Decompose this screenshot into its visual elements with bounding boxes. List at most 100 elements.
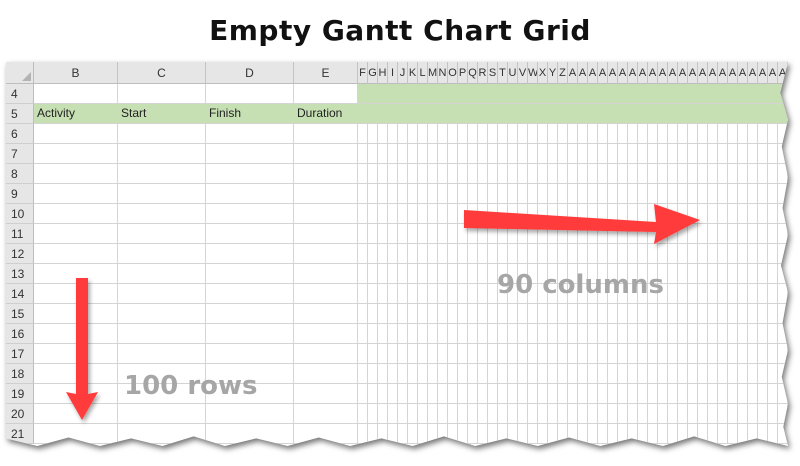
timeline-cell[interactable] (428, 284, 438, 304)
timeline-cell[interactable] (518, 404, 528, 424)
timeline-cell[interactable] (368, 104, 378, 124)
timeline-cell[interactable] (698, 244, 708, 264)
timeline-cell[interactable] (578, 164, 588, 184)
timeline-cell[interactable] (388, 204, 398, 224)
timeline-cell[interactable] (378, 284, 388, 304)
timeline-cell[interactable] (678, 384, 688, 404)
timeline-cell[interactable] (648, 324, 658, 344)
timeline-cell[interactable] (548, 124, 558, 144)
row-header[interactable]: 10 (6, 204, 34, 224)
timeline-cell[interactable] (728, 204, 738, 224)
timeline-cell[interactable] (498, 164, 508, 184)
grid-cell[interactable] (118, 324, 206, 344)
column-header-narrow[interactable]: A (718, 62, 728, 84)
timeline-cell[interactable] (718, 344, 728, 364)
timeline-cell[interactable] (478, 324, 488, 344)
timeline-cell[interactable] (748, 164, 758, 184)
timeline-cell[interactable] (648, 344, 658, 364)
timeline-cell[interactable] (388, 84, 398, 104)
timeline-cell[interactable] (638, 364, 648, 384)
timeline-cell[interactable] (748, 144, 758, 164)
timeline-cell[interactable] (538, 264, 548, 284)
timeline-cell[interactable] (618, 384, 628, 404)
timeline-cell[interactable] (398, 204, 408, 224)
grid-cell[interactable] (34, 244, 118, 264)
timeline-cell[interactable] (378, 384, 388, 404)
timeline-cell[interactable] (698, 124, 708, 144)
timeline-cell[interactable] (578, 184, 588, 204)
timeline-cell[interactable] (618, 124, 628, 144)
grid-cell[interactable] (294, 384, 358, 404)
timeline-cell[interactable] (488, 144, 498, 164)
timeline-cell[interactable] (648, 164, 658, 184)
timeline-cell[interactable] (558, 304, 568, 324)
timeline-cell[interactable] (528, 384, 538, 404)
timeline-cell[interactable] (638, 184, 648, 204)
timeline-cell[interactable] (478, 184, 488, 204)
grid-cell[interactable] (118, 164, 206, 184)
timeline-cell[interactable] (748, 84, 758, 104)
timeline-cell[interactable] (408, 104, 418, 124)
timeline-cell[interactable] (668, 104, 678, 124)
timeline-cell[interactable] (498, 244, 508, 264)
timeline-cell[interactable] (508, 404, 518, 424)
timeline-cell[interactable] (638, 264, 648, 284)
timeline-cell[interactable] (508, 224, 518, 244)
timeline-cell[interactable] (648, 244, 658, 264)
timeline-cell[interactable] (478, 124, 488, 144)
timeline-cell[interactable] (618, 84, 628, 104)
timeline-cell[interactable] (568, 184, 578, 204)
timeline-cell[interactable] (538, 424, 548, 444)
column-header-narrow[interactable]: A (688, 62, 698, 84)
timeline-cell[interactable] (538, 404, 548, 424)
row-header[interactable]: 19 (6, 384, 34, 404)
timeline-cell[interactable] (408, 304, 418, 324)
timeline-cell[interactable] (568, 304, 578, 324)
timeline-cell[interactable] (578, 224, 588, 244)
timeline-cell[interactable] (418, 104, 428, 124)
timeline-cell[interactable] (458, 304, 468, 324)
timeline-cell[interactable] (588, 144, 598, 164)
timeline-cell[interactable] (678, 224, 688, 244)
timeline-cell[interactable] (358, 404, 368, 424)
timeline-cell[interactable] (758, 404, 768, 424)
timeline-cell[interactable] (768, 404, 778, 424)
timeline-cell[interactable] (468, 244, 478, 264)
row-header[interactable]: 15 (6, 304, 34, 324)
grid-cell[interactable] (118, 224, 206, 244)
grid-cell[interactable] (118, 344, 206, 364)
timeline-cell[interactable] (588, 184, 598, 204)
column-header-narrow[interactable]: P (458, 62, 468, 84)
timeline-cell[interactable] (548, 404, 558, 424)
timeline-cell[interactable] (608, 344, 618, 364)
timeline-cell[interactable] (548, 224, 558, 244)
timeline-cell[interactable] (738, 384, 748, 404)
timeline-cell[interactable] (598, 84, 608, 104)
timeline-cell[interactable] (728, 184, 738, 204)
timeline-cell[interactable] (388, 364, 398, 384)
timeline-cell[interactable] (508, 384, 518, 404)
timeline-cell[interactable] (718, 284, 728, 304)
timeline-cell[interactable] (418, 404, 428, 424)
column-header-narrow[interactable]: S (488, 62, 498, 84)
timeline-cell[interactable] (588, 164, 598, 184)
timeline-cell[interactable] (728, 264, 738, 284)
timeline-cell[interactable] (638, 124, 648, 144)
timeline-cell[interactable] (368, 124, 378, 144)
timeline-cell[interactable] (538, 124, 548, 144)
timeline-cell[interactable] (658, 304, 668, 324)
grid-cell[interactable] (294, 404, 358, 424)
timeline-cell[interactable] (728, 164, 738, 184)
timeline-cell[interactable] (658, 184, 668, 204)
timeline-cell[interactable] (568, 324, 578, 344)
timeline-cell[interactable] (398, 264, 408, 284)
timeline-cell[interactable] (728, 384, 738, 404)
timeline-cell[interactable] (718, 84, 728, 104)
column-header-narrow[interactable]: K (408, 62, 418, 84)
timeline-cell[interactable] (708, 284, 718, 304)
timeline-cell[interactable] (708, 404, 718, 424)
timeline-cell[interactable] (618, 304, 628, 324)
timeline-cell[interactable] (548, 144, 558, 164)
grid-cell[interactable] (294, 244, 358, 264)
timeline-cell[interactable] (378, 144, 388, 164)
